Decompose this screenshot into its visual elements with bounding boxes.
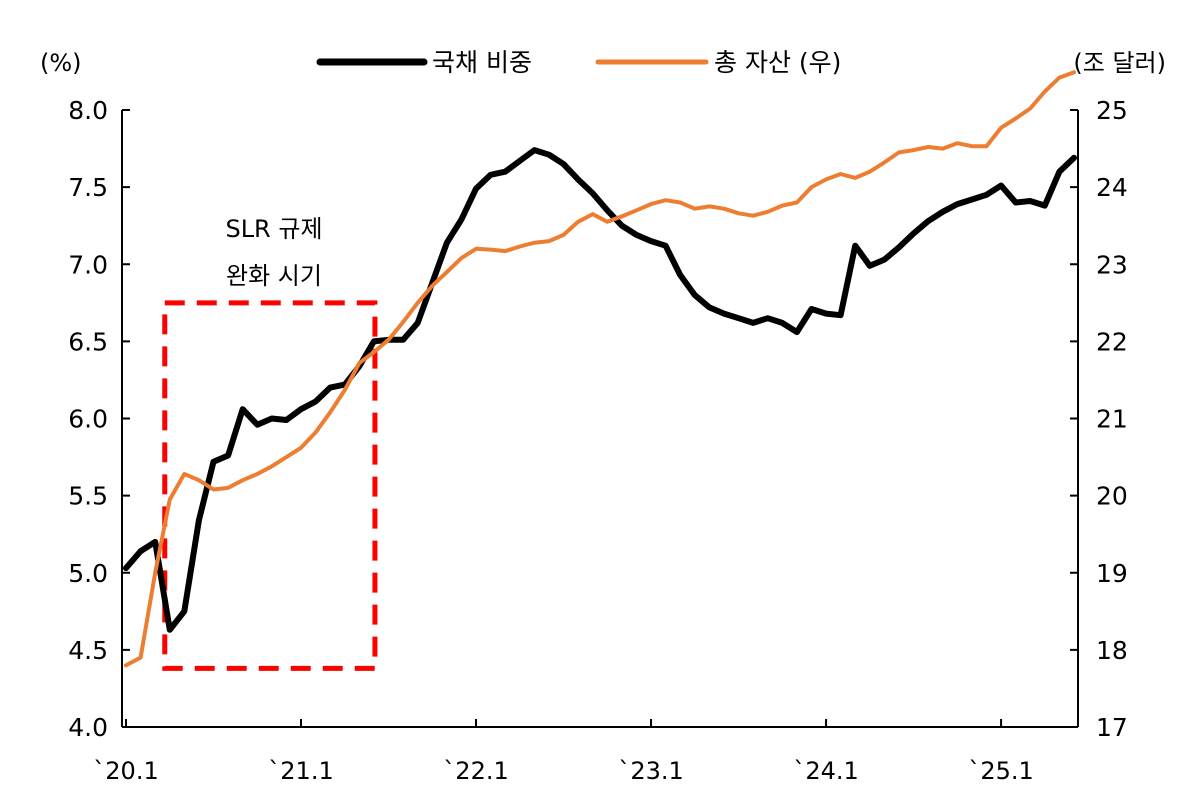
series-lines — [123, 70, 1077, 668]
x-tick-label: `25.1 — [968, 757, 1033, 785]
right-tick-label: 24 — [1096, 173, 1128, 202]
legend-label-bond-share: 국채 비중 — [432, 48, 532, 77]
series-line-total-assets — [124, 70, 1076, 668]
left-tick-label: 6.5 — [68, 327, 108, 356]
left-tick-label: 7.5 — [68, 173, 108, 202]
right-tick-label: 17 — [1096, 713, 1128, 742]
axes — [121, 109, 1079, 728]
x-tick-label: `24.1 — [793, 757, 858, 785]
right-tick-label: 23 — [1096, 250, 1128, 279]
x-tick-label: `22.1 — [443, 757, 508, 785]
left-tick-label: 5.5 — [68, 482, 108, 511]
highlight-box — [162, 300, 378, 671]
left-tick-label: 4.0 — [68, 713, 108, 742]
legend-label-total-assets: 총 자산 (우) — [714, 48, 841, 77]
left-tick-label: 8.0 — [68, 96, 108, 125]
highlight-label-line1: SLR 규제 — [225, 215, 322, 243]
right-tick-label: 25 — [1096, 96, 1128, 125]
left-tick-label: 4.5 — [68, 636, 108, 665]
right-tick-label: 20 — [1096, 482, 1128, 511]
x-tick-label: `23.1 — [618, 757, 683, 785]
right-tick-label: 21 — [1096, 405, 1128, 434]
right-axis-unit: (조 달러) — [1073, 49, 1166, 77]
x-tick-label: `21.1 — [268, 757, 333, 785]
tick-labels: 4.0 4.5 5.0 5.5 6.0 6.5 7.0 7.5 8.0 17 18 19 20 21 22 2… — [68, 96, 1128, 785]
right-tick-label: 22 — [1096, 327, 1128, 356]
legend: 국채 비중 총 자산 (우) — [316, 48, 841, 77]
highlight-region — [162, 300, 378, 671]
left-tick-label: 7.0 — [68, 250, 108, 279]
right-tick-label: 19 — [1096, 559, 1128, 588]
series-line-bond-share — [123, 147, 1077, 633]
x-tick-label: `20.1 — [93, 757, 158, 785]
right-tick-label: 18 — [1096, 636, 1128, 665]
left-tick-label: 6.0 — [68, 405, 108, 434]
highlight-label-line2: 완화 시기 — [226, 262, 322, 290]
left-tick-label: 5.0 — [68, 559, 108, 588]
left-axis-unit: (%) — [40, 49, 82, 77]
